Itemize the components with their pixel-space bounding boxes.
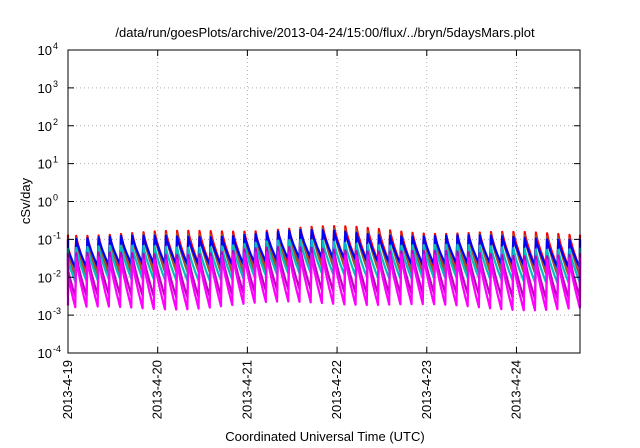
y-tick-label: 10 — [38, 346, 52, 361]
y-tick-label: 10 — [38, 308, 52, 323]
x-tick-label: 2013-4-23 — [419, 360, 434, 419]
y-axis-label: cSv/day — [18, 177, 33, 224]
series-line — [66, 228, 582, 269]
series-line — [66, 238, 582, 285]
x-axis-label: Coordinated Universal Time (UTC) — [225, 429, 424, 444]
series-line — [66, 251, 582, 312]
x-tick-label: 2013-4-22 — [329, 360, 344, 419]
y-tick-label: 10 — [38, 157, 52, 172]
y-tick-label: 10 — [38, 119, 52, 134]
y-tick-label: 10 — [38, 195, 52, 210]
y-tick-exponent: 2 — [53, 117, 58, 127]
y-tick-label: 10 — [38, 81, 52, 96]
y-tick-exponent: -1 — [53, 230, 61, 240]
x-tick-label: 2013-4-21 — [239, 360, 254, 419]
y-tick-exponent: 1 — [53, 155, 58, 165]
chart-title: /data/run/goesPlots/archive/2013-04-24/1… — [115, 25, 535, 40]
y-tick-exponent: -2 — [53, 268, 61, 278]
x-tick-label: 2013-4-20 — [150, 360, 165, 419]
x-tick-label: 2013-4-24 — [508, 360, 523, 419]
y-tick-label: 10 — [38, 270, 52, 285]
y-tick-exponent: 4 — [53, 41, 58, 51]
y-tick-exponent: 3 — [53, 79, 58, 89]
y-tick-exponent: 0 — [53, 193, 58, 203]
series-group — [66, 225, 582, 312]
y-tick-label: 10 — [38, 43, 52, 58]
x-axis: 2013-4-19 2013-4-20 2013-4-21 2013-4-22 2013… — [60, 50, 523, 419]
y-tick-label: 10 — [38, 232, 52, 247]
x-tick-label: 2013-4-19 — [60, 360, 75, 419]
y-tick-exponent: -4 — [53, 344, 61, 354]
y-tick-exponent: -3 — [53, 306, 61, 316]
series-line — [66, 245, 582, 301]
